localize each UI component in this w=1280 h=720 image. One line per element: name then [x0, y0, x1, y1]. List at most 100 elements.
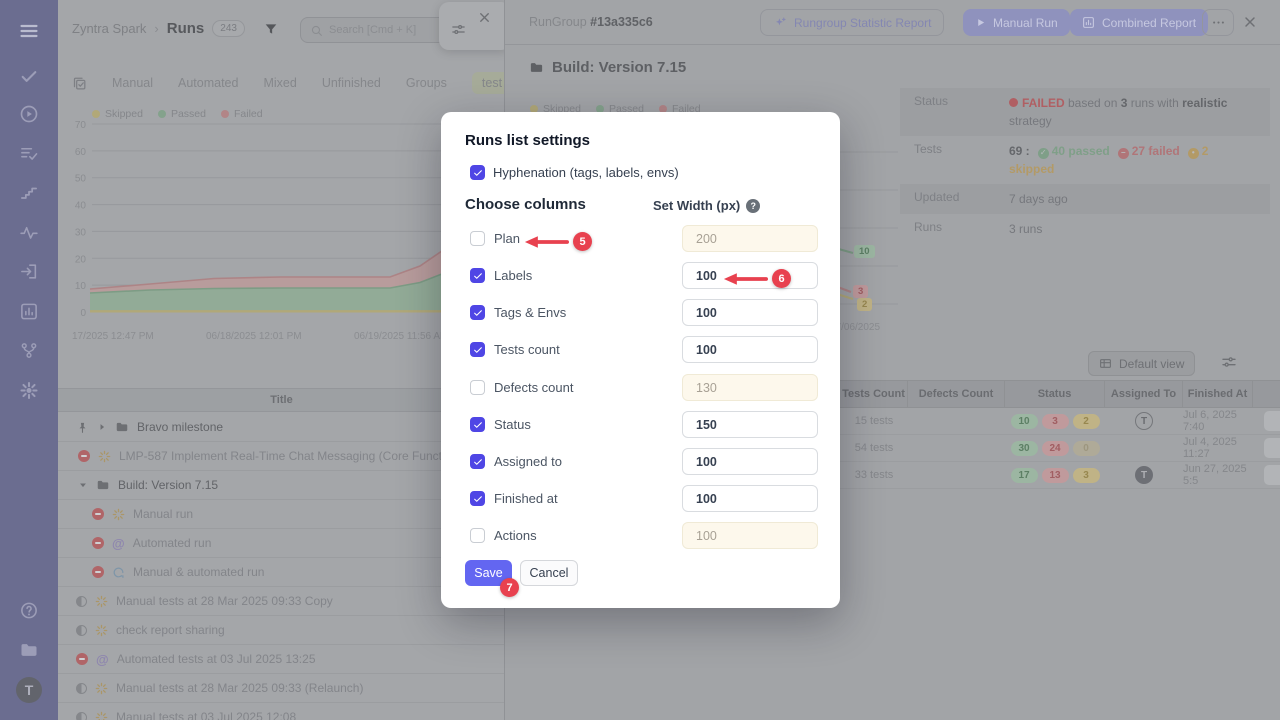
x-tick: 17/2025 12:47 PM [72, 331, 154, 342]
labels-checkbox[interactable] [470, 268, 485, 283]
bar-chart-icon[interactable] [20, 302, 39, 321]
x-tick: 06/19/2025 11:56 AM [354, 331, 449, 342]
list-item-run[interactable]: Manual tests at 03 Jul 2025 12:08 [58, 703, 504, 720]
rungroup-statistic-report-button[interactable]: Rungroup Statistic Report [760, 9, 945, 36]
tags-envs-checkbox[interactable] [470, 305, 485, 320]
assigned-to-width-input[interactable] [682, 448, 818, 475]
defects-count-checkbox[interactable] [470, 380, 485, 395]
row-actions-button[interactable] [1264, 411, 1280, 431]
search-box[interactable] [300, 17, 452, 43]
col-header-tests-count: Tests Count [840, 381, 908, 407]
rungroup-id: #13a335c6 [590, 15, 653, 29]
more-actions-button[interactable] [1202, 9, 1234, 36]
assigned-to-checkbox[interactable] [470, 454, 485, 469]
cancel-button[interactable]: Cancel [520, 560, 578, 586]
help-icon[interactable] [20, 601, 39, 620]
hyphenation-checkbox[interactable] [470, 165, 485, 180]
finished-at-checkbox[interactable] [470, 491, 485, 506]
assignee-avatar[interactable]: T [1135, 466, 1153, 484]
combined-report-button[interactable]: Combined Report [1070, 9, 1209, 36]
list-item-run[interactable]: Manual tests at 28 Mar 2025 09:33 Copy [58, 587, 504, 616]
pin-icon[interactable] [76, 421, 89, 434]
table-row[interactable]: 15 tests 10 3 2 T Jul 6, 2025 7:40 [840, 408, 1280, 435]
list-item-run[interactable]: @ Automated run [58, 529, 504, 558]
play-circle-icon[interactable] [19, 104, 39, 124]
summary-updated-row: Updated 7 days ago [900, 184, 1270, 214]
table-view-icon [1099, 357, 1112, 370]
modal-title: Runs list settings [465, 132, 591, 149]
list-item-run[interactable]: check report sharing [58, 616, 504, 645]
help-question-icon[interactable]: ? [746, 198, 761, 213]
status-width-input[interactable] [682, 411, 818, 438]
list-check-icon[interactable] [20, 144, 39, 163]
plan-width-input[interactable] [682, 225, 818, 252]
tags-envs-width-input[interactable] [682, 299, 818, 326]
actions-checkbox[interactable] [470, 528, 485, 543]
list-item-run[interactable]: Manual tests at 28 Mar 2025 09:33 (Relau… [58, 674, 504, 703]
table-row[interactable]: 54 tests 30 24 0 Jul 4, 2025 11:27 [840, 435, 1280, 462]
tab-automated[interactable]: Automated [178, 76, 239, 90]
plan-checkbox[interactable] [470, 231, 485, 246]
list-item-run[interactable]: @ Automated tests at 03 Jul 2025 13:25 [58, 645, 504, 674]
run-title: Build: Version 7.15 [118, 478, 219, 492]
list-item-run[interactable]: Manual & automated run [58, 558, 504, 587]
run-title: Automated tests at 03 Jul 2025 13:25 [116, 652, 316, 666]
search-input[interactable] [329, 24, 439, 36]
tab-unfinished[interactable]: Unfinished [321, 76, 381, 90]
projects-folder-icon[interactable] [19, 640, 39, 660]
manual-run-icon [95, 682, 108, 695]
tab-mixed[interactable]: Mixed [263, 76, 297, 90]
status-checkbox[interactable] [470, 417, 485, 432]
chevron-right-icon[interactable] [97, 422, 107, 432]
activity-pulse-icon[interactable] [20, 223, 39, 242]
column-row-plan: Plan [470, 225, 818, 252]
summary-runs-value: 3 runs [1009, 222, 1043, 236]
check-icon[interactable] [20, 67, 39, 86]
folder-icon [529, 60, 544, 75]
filter-funnel-icon[interactable] [263, 21, 279, 37]
actions-width-input[interactable] [682, 522, 818, 549]
col-header-assigned-to: Assigned To [1105, 381, 1183, 407]
menu-icon[interactable] [19, 21, 39, 41]
assignee-avatar[interactable]: T [1135, 412, 1153, 430]
table-row[interactable]: 33 tests 17 13 3 T Jun 27, 2025 5:5 [840, 462, 1280, 489]
defects-count-width-input[interactable] [682, 374, 818, 401]
search-icon [310, 24, 323, 37]
finished-at-width-input[interactable] [682, 485, 818, 512]
summary-label: Updated [914, 190, 960, 204]
stairs-icon[interactable] [20, 183, 39, 202]
close-icon[interactable] [477, 10, 492, 30]
hyphenation-label: Hyphenation (tags, labels, envs) [493, 165, 679, 180]
adjustments-icon[interactable] [451, 22, 466, 42]
row-actions-button[interactable] [1264, 438, 1280, 458]
import-icon[interactable] [20, 262, 39, 281]
automated-run-icon: @ [112, 535, 125, 551]
column-row-assigned-to: Assigned to [470, 448, 818, 475]
row-actions-button[interactable] [1264, 465, 1280, 485]
runs-count-badge: 243 [212, 20, 245, 37]
user-avatar[interactable]: T [16, 677, 42, 703]
skipped-pill: 2 [1072, 413, 1100, 429]
list-item-run[interactable]: Manual run [58, 500, 504, 529]
manual-run-button[interactable]: Manual Run [963, 9, 1070, 36]
close-panel-icon[interactable] [1242, 14, 1258, 30]
run-title: Manual tests at 28 Mar 2025 09:33 Copy [116, 594, 333, 608]
list-item-build-group[interactable]: Build: Version 7.15 [58, 471, 504, 500]
gear-icon[interactable] [20, 381, 39, 400]
chevron-down-icon[interactable] [78, 480, 88, 490]
labels-width-input[interactable] [682, 262, 818, 289]
tab-manual[interactable]: Manual [112, 76, 153, 90]
tests-count-checkbox[interactable] [470, 342, 485, 357]
view-settings-icon[interactable] [1221, 354, 1237, 375]
tab-groups[interactable]: Groups [405, 76, 447, 90]
failed-status-icon [92, 566, 104, 578]
tests-count-width-input[interactable] [682, 336, 818, 363]
branch-icon[interactable] [20, 341, 39, 360]
list-item-milestone[interactable]: Bravo milestone [58, 413, 504, 442]
list-item-run[interactable]: LMP-587 Implement Real-Time Chat Messagi… [58, 442, 504, 471]
project-name[interactable]: Zyntra Spark [72, 21, 147, 36]
default-view-button[interactable]: Default view [1088, 351, 1196, 376]
tab-test-work[interactable]: test work [471, 72, 504, 94]
copy-check-icon[interactable] [72, 76, 87, 91]
